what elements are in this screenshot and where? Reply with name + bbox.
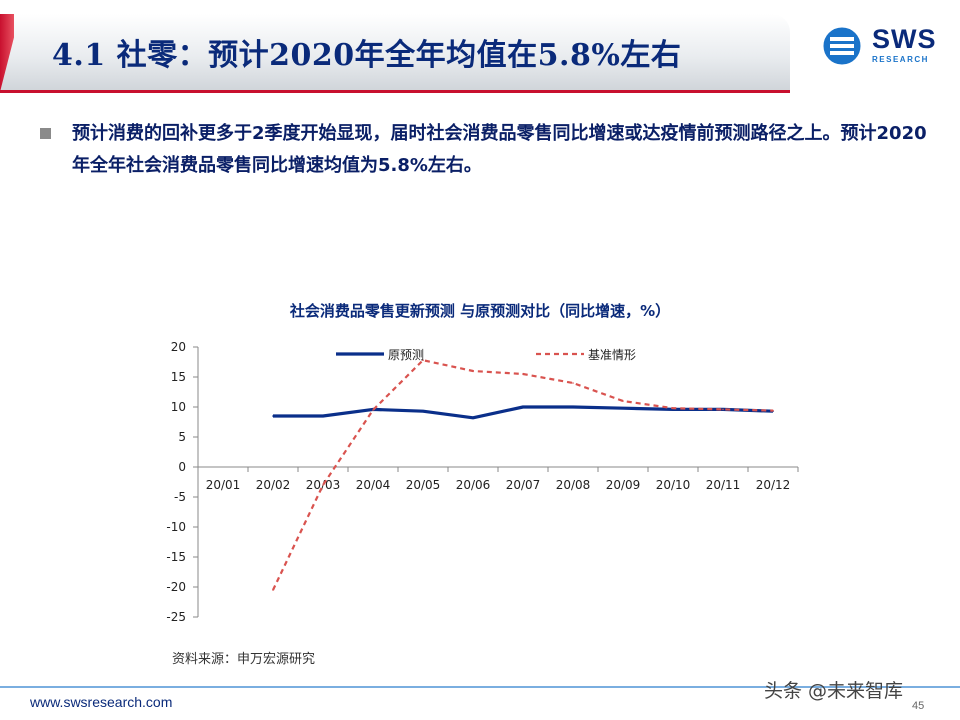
page-number: 45 <box>912 700 925 712</box>
page-title: 4.1 社零：预计2020年全年均值在5.8%左右 <box>52 38 682 73</box>
x-tick-label: 20/07 <box>506 478 541 492</box>
series-2-point <box>472 370 474 372</box>
title-underline <box>0 90 790 93</box>
bullet-square-icon <box>40 128 51 139</box>
x-tick-label: 20/09 <box>606 478 641 492</box>
x-tick-label: 20/10 <box>656 478 691 492</box>
series-2-point <box>372 409 374 411</box>
y-tick-label: 5 <box>178 430 186 444</box>
x-tick-label: 20/04 <box>356 478 391 492</box>
footer-divider <box>0 686 960 688</box>
chart-title: 社会消费品零售更新预测 与原预测对比（同比增速，%） <box>289 302 671 320</box>
series-2-point <box>522 373 524 375</box>
title-band <box>0 14 790 92</box>
y-tick-label: 10 <box>171 400 186 414</box>
series-2-point <box>622 400 624 402</box>
series-2-point <box>322 484 324 486</box>
source-note: 资料来源：申万宏源研究 <box>172 652 316 667</box>
x-tick-label: 20/06 <box>456 478 491 492</box>
watermark: 头条 @未来智库 <box>764 680 904 702</box>
y-tick-label: -20 <box>166 580 186 594</box>
series-1-point <box>472 417 474 419</box>
series-2-point <box>572 382 574 384</box>
sws-logo-icon <box>822 26 862 66</box>
series-1-point <box>272 415 274 417</box>
series-1-point <box>422 410 424 413</box>
y-tick-label: 15 <box>171 370 186 384</box>
y-tick-label: -10 <box>166 520 186 534</box>
series-1-point <box>622 407 624 410</box>
series-line-1 <box>273 405 774 420</box>
y-tick-label: 20 <box>171 340 186 354</box>
logo-subtext: RESEARCH <box>872 55 929 64</box>
legend-label-1: 原预测 <box>388 348 424 362</box>
y-tick-label: 0 <box>178 460 186 474</box>
bullet-text: 预计消费的回补更多于2季度开始显现，届时社会消费品零售同比增速或达疫情前预测路径… <box>72 123 927 176</box>
footer-url[interactable]: www.swsresearch.com <box>30 694 173 710</box>
y-tick-label: -5 <box>174 490 186 504</box>
logo-text: SWS <box>872 24 937 54</box>
series-1-point <box>572 406 574 408</box>
x-tick-label: 20/12 <box>756 478 791 492</box>
series-2-point <box>422 359 424 362</box>
series-2-point <box>772 409 774 412</box>
series-1-point <box>522 406 524 408</box>
series-1-point <box>322 415 324 417</box>
series-2-point <box>272 589 274 591</box>
series-2-point <box>722 408 724 411</box>
y-tick-label: -25 <box>166 610 186 624</box>
legend-label-2: 基准情形 <box>588 348 636 362</box>
x-tick-label: 20/01 <box>206 478 241 492</box>
series-line-2 <box>272 359 774 591</box>
x-tick-label: 20/08 <box>556 478 591 492</box>
x-tick-label: 20/05 <box>406 478 441 492</box>
series-2-point <box>672 407 674 410</box>
x-tick-label: 20/02 <box>256 478 291 492</box>
x-tick-label: 20/11 <box>706 478 741 492</box>
y-tick-label: -15 <box>166 550 186 564</box>
